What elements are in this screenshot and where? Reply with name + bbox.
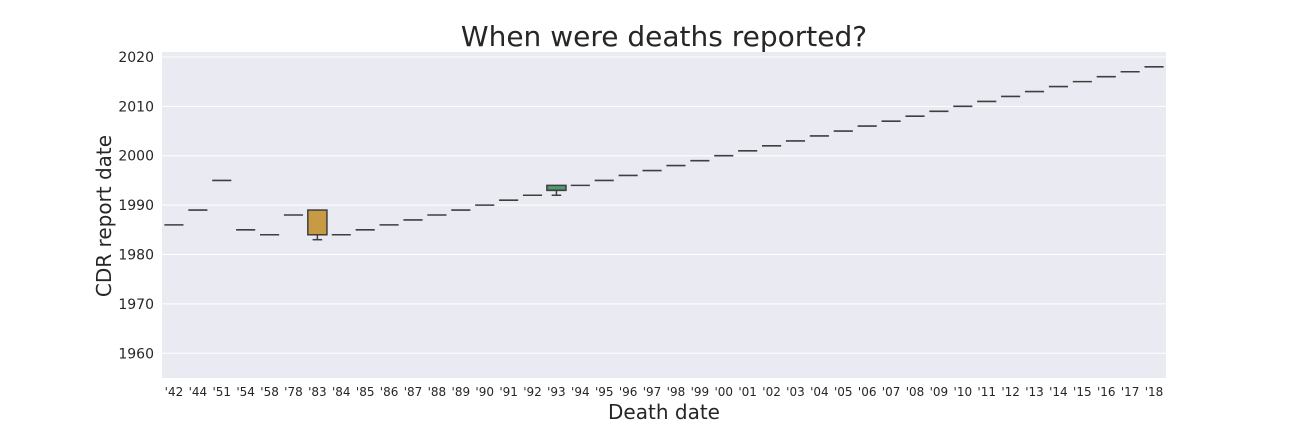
x-axis-label: Death date: [608, 400, 720, 424]
box-16: [546, 184, 567, 196]
chart-title: When were deaths reported?: [461, 20, 867, 53]
x-tick-label: '18: [1145, 385, 1164, 399]
x-tick-label: '09: [930, 385, 949, 399]
x-tick-label: '06: [858, 385, 877, 399]
y-axis-label: CDR report date: [92, 135, 116, 297]
x-tick-label: '85: [356, 385, 375, 399]
x-tick-label: '88: [428, 385, 447, 399]
x-tick-label: '96: [619, 385, 638, 399]
y-tick-label: 1960: [118, 346, 154, 362]
x-tick-label: '84: [332, 385, 351, 399]
x-tick-label: '17: [1121, 385, 1140, 399]
x-tick-label: '54: [236, 385, 255, 399]
x-tick-label: '93: [547, 385, 566, 399]
grid: [162, 56, 1166, 354]
y-tick-label: 1980: [118, 248, 154, 264]
x-tick-label: '01: [738, 385, 757, 399]
x-tick-label: '14: [1049, 385, 1068, 399]
y-tick-label: 1970: [118, 297, 154, 313]
x-tick-label: '04: [810, 385, 829, 399]
x-tick-label: '94: [571, 385, 590, 399]
x-tick-label: '42: [165, 385, 184, 399]
x-tick-label: '99: [691, 385, 710, 399]
x-tick-label: '00: [714, 385, 733, 399]
x-tick-label: '58: [260, 385, 279, 399]
y-ticks: 1960 1970 1980 1990 2000 2010 2020: [118, 50, 154, 362]
y-tick-label: 2010: [118, 99, 154, 115]
x-tick-label: '83: [308, 385, 327, 399]
x-tick-label: '98: [667, 385, 686, 399]
x-tick-label: '91: [499, 385, 518, 399]
x-tick-label: '11: [977, 385, 996, 399]
x-tick-label: '95: [595, 385, 614, 399]
x-tick-label: '03: [786, 385, 805, 399]
x-tick-label: '02: [762, 385, 781, 399]
box-rect: [307, 209, 328, 236]
x-tick-label: '78: [284, 385, 303, 399]
x-tick-label: '92: [523, 385, 542, 399]
x-tick-label: '05: [834, 385, 853, 399]
x-ticks: '42 '44 '51 '54 '58 '78 '83 '84 '85 '86 '87 '88 '89 '…: [165, 385, 1164, 399]
y-tick-label: 2020: [118, 50, 154, 66]
x-tick-label: '87: [404, 385, 423, 399]
x-tick-label: '44: [189, 385, 208, 399]
box-6: [307, 209, 328, 241]
x-tick-label: '90: [475, 385, 494, 399]
x-tick-label: '51: [212, 385, 231, 399]
x-tick-label: '10: [954, 385, 973, 399]
x-tick-label: '12: [1001, 385, 1020, 399]
x-tick-label: '97: [643, 385, 662, 399]
x-tick-label: '08: [906, 385, 925, 399]
boxes: [164, 66, 1164, 241]
x-tick-label: '89: [452, 385, 471, 399]
y-tick-label: 2000: [118, 149, 154, 165]
x-tick-label: '07: [882, 385, 901, 399]
x-tick-label: '13: [1025, 385, 1044, 399]
x-tick-label: '86: [380, 385, 399, 399]
y-tick-label: 1990: [118, 198, 154, 214]
x-tick-label: '16: [1097, 385, 1116, 399]
x-tick-label: '15: [1073, 385, 1092, 399]
